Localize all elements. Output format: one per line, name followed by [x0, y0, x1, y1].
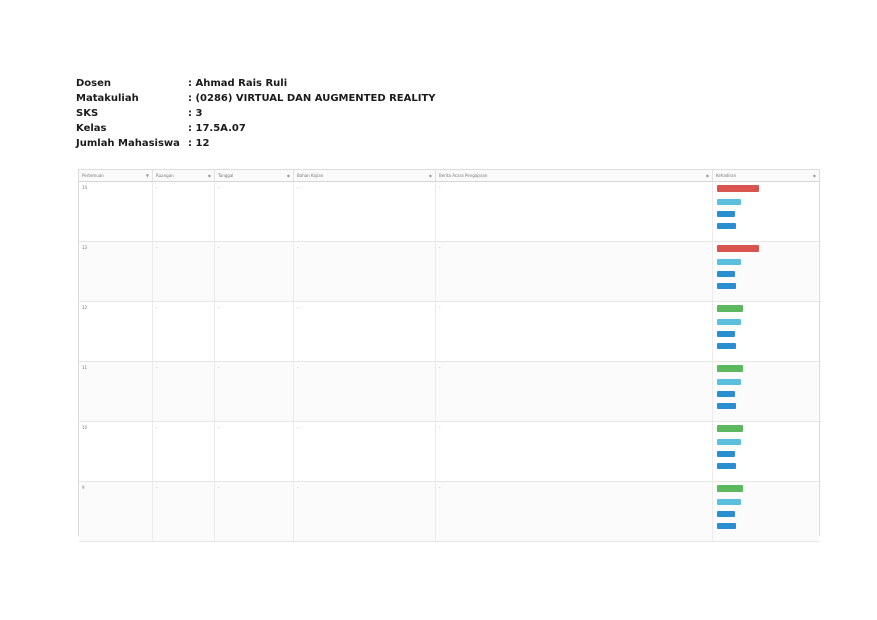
table-cell-ruangan: - — [153, 242, 215, 301]
table-cell-bahan: - — [294, 482, 436, 541]
table-header: Pertemuan ▼ Ruangan ◆ Tanggal ◆ Bahan Kajia… — [79, 170, 819, 182]
table-row: 9-- - - — [79, 482, 819, 542]
attendance-cell — [713, 242, 819, 301]
matakuliah-value: : (0286) VIRTUAL DAN AUGMENTED REALITY — [188, 93, 436, 104]
table-cell-tanggal: - — [215, 482, 294, 541]
attendance-button[interactable] — [717, 391, 735, 397]
table-body: 14- - - - 13- - - - 12- - - - 11- - - - 10- -… — [79, 182, 819, 542]
course-info: Dosen : Ahmad Rais Ruli Matakuliah : (02… — [76, 76, 436, 151]
table-cell-bahan: - — [294, 362, 436, 421]
info-row-kelas: Kelas : 17.5A.07 — [76, 121, 436, 136]
kelas-label: Kelas — [76, 123, 107, 134]
sks-label: SKS — [76, 108, 99, 119]
table-cell-ruangan: - — [153, 482, 215, 541]
table-cell-pertemuan: 13 — [79, 242, 153, 301]
attendance-button[interactable] — [717, 319, 741, 325]
table-cell-pertemuan: 10 — [79, 422, 153, 481]
dosen-value: : Ahmad Rais Ruli — [188, 78, 288, 89]
sort-icon: ▼ — [145, 173, 149, 178]
table-cell-bahan: - — [294, 302, 436, 361]
attendance-button[interactable] — [717, 511, 735, 517]
table-cell-berita: - — [436, 362, 713, 421]
status-badge — [717, 185, 759, 192]
info-row-matakuliah: Matakuliah : (0286) VIRTUAL DAN AUGMENTE… — [76, 91, 436, 106]
header-cell[interactable]: Pertemuan ▼ — [79, 170, 153, 181]
table-cell-berita: - — [436, 482, 713, 541]
table-cell-berita: - — [436, 422, 713, 481]
header-cell[interactable]: Ruangan ◆ — [153, 170, 215, 181]
table-cell-tanggal: - — [215, 422, 294, 481]
table-cell-ruangan: - — [153, 302, 215, 361]
table-cell-ruangan: - — [153, 182, 215, 241]
jumlah-label: Jumlah Mahasiswa — [76, 138, 180, 149]
attendance-cell — [713, 182, 819, 241]
attendance-button[interactable] — [717, 439, 741, 445]
table-cell-bahan: - — [294, 422, 436, 481]
table-cell-pertemuan: 12 — [79, 302, 153, 361]
attendance-button[interactable] — [717, 403, 736, 409]
table-row: 12- - - - — [79, 302, 819, 362]
attendance-button[interactable] — [717, 463, 736, 469]
attendance-button[interactable] — [717, 331, 735, 337]
sort-icon: ◆ — [705, 173, 709, 178]
header-cell[interactable]: Tanggal ◆ — [215, 170, 294, 181]
header-cell[interactable]: Bahan Kajian ◆ — [294, 170, 436, 181]
attendance-button[interactable] — [717, 259, 741, 265]
table-cell-tanggal: - — [215, 242, 294, 301]
table-row: 10- - - - — [79, 422, 819, 482]
table-cell-ruangan: - — [153, 422, 215, 481]
table-cell-tanggal: - — [215, 302, 294, 361]
attendance-button[interactable] — [717, 499, 741, 505]
header-cell[interactable]: Berita Acara Pengajaran ◆ — [436, 170, 713, 181]
attendance-button[interactable] — [717, 451, 735, 457]
sort-icon: ◆ — [812, 173, 816, 178]
table-cell-pertemuan: 9 — [79, 482, 153, 541]
table-cell-ruangan: - — [153, 362, 215, 421]
info-row-jumlah: Jumlah Mahasiswa : 12 — [76, 136, 436, 151]
status-badge — [717, 485, 743, 492]
table-row: 13- - - - — [79, 242, 819, 302]
table-cell-tanggal: - — [215, 182, 294, 241]
attendance-button[interactable] — [717, 223, 736, 229]
table-cell-pertemuan: 11 — [79, 362, 153, 421]
table-cell-bahan: - — [294, 182, 436, 241]
info-row-dosen: Dosen : Ahmad Rais Ruli — [76, 76, 436, 91]
attendance-cell — [713, 362, 819, 421]
table-cell-berita: - — [436, 182, 713, 241]
status-badge — [717, 365, 743, 372]
table-cell-bahan: - — [294, 242, 436, 301]
info-row-sks: SKS : 3 — [76, 106, 436, 121]
matakuliah-label: Matakuliah — [76, 93, 139, 104]
jumlah-value: : 12 — [188, 138, 210, 149]
status-badge — [717, 305, 743, 312]
attendance-cell — [713, 482, 819, 541]
meetings-table: Pertemuan ▼ Ruangan ◆ Tanggal ◆ Bahan Kajia… — [78, 169, 820, 542]
header-cell[interactable]: Kehadiran ◆ — [716, 173, 816, 178]
table-cell-berita: - — [436, 302, 713, 361]
sort-icon: ◆ — [207, 173, 211, 178]
attendance-cell — [713, 422, 819, 481]
attendance-button[interactable] — [717, 343, 736, 349]
attendance-cell — [713, 302, 819, 361]
table-row: 11- - - - — [79, 362, 819, 422]
sks-value: : 3 — [188, 108, 203, 119]
status-badge — [717, 425, 743, 432]
attendance-button[interactable] — [717, 283, 736, 289]
table-cell-tanggal: - — [215, 362, 294, 421]
sort-icon: ◆ — [428, 173, 432, 178]
attendance-button[interactable] — [717, 523, 736, 529]
kelas-value: : 17.5A.07 — [188, 123, 246, 134]
attendance-button[interactable] — [717, 271, 735, 277]
table-cell-berita: - — [436, 242, 713, 301]
attendance-button[interactable] — [717, 211, 735, 217]
dosen-label: Dosen — [76, 78, 112, 89]
table-row: 14- - - - — [79, 182, 819, 242]
sort-icon: ◆ — [286, 173, 290, 178]
attendance-button[interactable] — [717, 379, 741, 385]
attendance-button[interactable] — [717, 199, 741, 205]
table-cell-pertemuan: 14 — [79, 182, 153, 241]
status-badge — [717, 245, 759, 252]
